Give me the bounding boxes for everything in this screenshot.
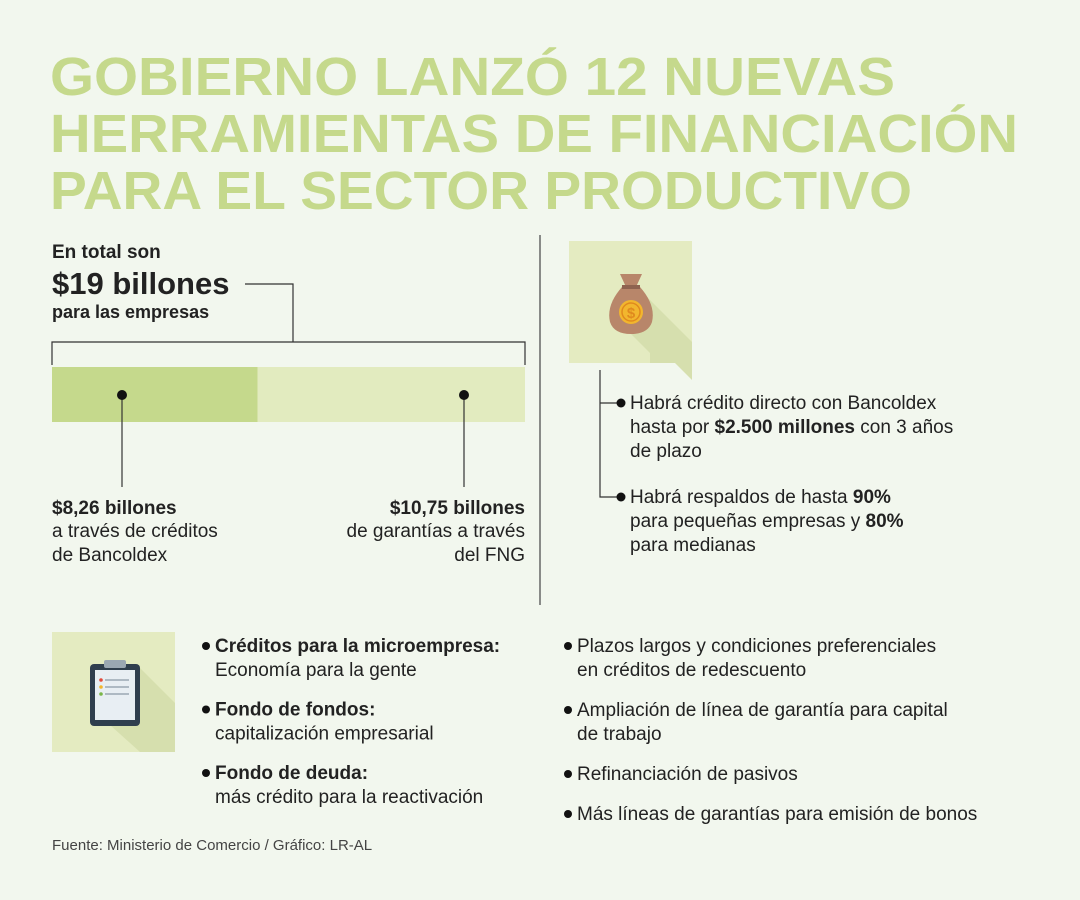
highlight-line: para medianas <box>630 535 756 556</box>
bar-segment <box>257 367 525 422</box>
tool-text: Refinanciación de pasivos <box>577 764 798 785</box>
text-run: 80% <box>866 511 904 532</box>
source: Fuente: Ministerio de Comercio / Gráfico… <box>52 837 372 854</box>
intro-amount: $19 billones <box>52 266 229 301</box>
tool-text: en créditos de redescuento <box>577 660 806 681</box>
title-line: HERRAMIENTAS DE FINANCIACIÓN <box>50 104 1018 164</box>
title-line: GOBIERNO LANZÓ 12 NUEVAS <box>50 47 895 107</box>
segment-caption: de garantías a través <box>347 521 526 542</box>
bullet <box>202 705 210 714</box>
bullet <box>564 770 572 778</box>
tool-desc: más crédito para la reactivación <box>215 787 483 808</box>
text-run: para pequeñas empresas y <box>630 511 866 532</box>
text-run: Habrá respaldos de hasta <box>630 487 853 508</box>
bullet <box>202 642 210 650</box>
tool-title: Fondo de fondos: <box>215 700 375 721</box>
bullet <box>564 706 572 714</box>
segment-caption: de Bancoldex <box>52 545 168 566</box>
tool-text: de trabajo <box>577 724 662 745</box>
highlight-line: para pequeñas empresas y 80% <box>630 511 904 532</box>
tool-text: Plazos largos y condiciones preferencial… <box>577 636 936 657</box>
highlight-line: Habrá crédito directo con Bancoldex <box>630 393 937 414</box>
money-icon: $ <box>569 241 692 380</box>
tool-title: Fondo de deuda: <box>215 763 368 784</box>
segment-label: $8,26 billones <box>52 498 177 519</box>
text-run: hasta por <box>630 417 715 438</box>
text-run: Habrá crédito directo con Bancoldex <box>630 393 937 414</box>
svg-text:$: $ <box>627 305 636 322</box>
text-run: para medianas <box>630 535 756 556</box>
bullet <box>564 810 572 818</box>
title-line: PARA EL SECTOR PRODUCTIVO <box>50 161 912 221</box>
bullet <box>564 642 572 650</box>
highlight-line: Habrá respaldos de hasta 90% <box>630 487 891 508</box>
tool-desc: capitalización empresarial <box>215 724 434 745</box>
segment-caption: del FNG <box>454 545 525 566</box>
tool-text: Ampliación de línea de garantía para cap… <box>577 700 948 721</box>
segment-caption: a través de créditos <box>52 521 218 542</box>
intro-line: En total son <box>52 242 161 263</box>
bullet <box>616 492 626 502</box>
leader-dot <box>117 390 127 400</box>
bullet <box>202 769 210 777</box>
text-run: $2.500 millones <box>715 417 855 438</box>
text-run: 90% <box>853 487 891 508</box>
leader-dot <box>459 390 469 400</box>
clipboard-icon <box>52 632 175 752</box>
bar-segment <box>52 367 258 422</box>
bullet <box>616 398 626 408</box>
tool-title: Créditos para la microempresa: <box>215 636 500 657</box>
highlight-line: hasta por $2.500 millones con 3 años <box>630 417 953 438</box>
intro-line: para las empresas <box>52 302 209 322</box>
segment-label: $10,75 billones <box>390 498 525 519</box>
text-run: con 3 años <box>855 417 953 438</box>
text-run: de plazo <box>630 441 702 462</box>
tool-desc: Economía para la gente <box>215 660 417 681</box>
bracket <box>51 283 526 365</box>
highlight-line: de plazo <box>630 441 702 462</box>
tool-text: Más líneas de garantías para emisión de … <box>577 804 977 825</box>
